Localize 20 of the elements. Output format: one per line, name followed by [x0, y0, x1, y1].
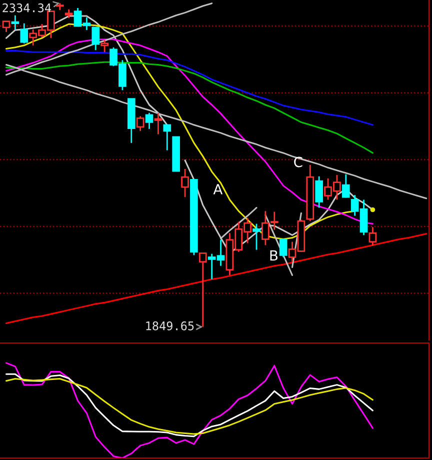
candlestick: [154, 112, 162, 135]
annotation: C: [294, 156, 302, 168]
candlestick: [279, 238, 288, 258]
candlestick: [342, 174, 350, 198]
annotation: 1849.65: [146, 321, 194, 330]
candlestick: [100, 39, 108, 53]
candlestick: [368, 226, 377, 247]
candlestick: [315, 176, 323, 208]
candlestick: [252, 223, 260, 251]
candlestick: [11, 14, 20, 31]
candlestick: [20, 22, 28, 44]
annotation: B: [270, 250, 278, 261]
candlestick: [136, 116, 144, 132]
annotation: A: [213, 184, 223, 194]
candlestick: [145, 112, 154, 130]
candlestick: [92, 26, 100, 51]
candlestick: [181, 168, 189, 198]
annotation: 2334.34: [2, 3, 51, 12]
candlestick: [2, 20, 10, 33]
candlestick: [163, 124, 172, 151]
